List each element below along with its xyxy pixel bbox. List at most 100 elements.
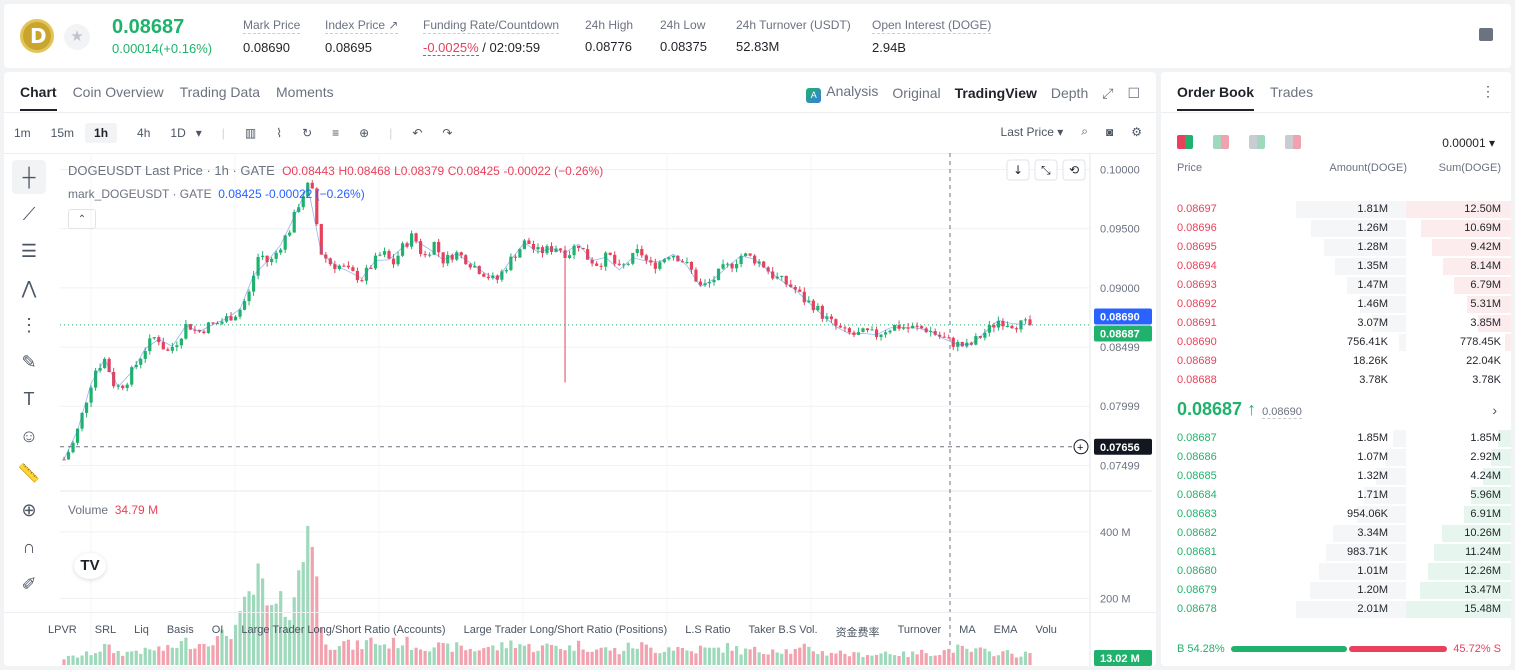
asks-only-icon[interactable] — [1285, 135, 1301, 149]
stat-label[interactable]: Mark Price — [243, 18, 301, 34]
view-tradingview[interactable]: TradingView — [954, 85, 1037, 101]
ask-row[interactable]: 0.08691 3.07M 3.85M — [1161, 314, 1511, 333]
more-options-icon[interactable]: ⋮ — [1481, 83, 1495, 99]
indicator-2[interactable]: Liq — [134, 624, 149, 636]
indicator-7[interactable]: L.S Ratio — [685, 624, 731, 636]
redo-icon[interactable]: ↷ — [442, 126, 453, 140]
fib-icon[interactable]: ⋮ — [20, 315, 38, 335]
replay-icon[interactable]: ↻ — [302, 126, 313, 140]
bids-only-icon[interactable] — [1249, 135, 1265, 149]
ask-row[interactable]: 0.08696 1.26M 10.69M — [1161, 219, 1511, 238]
settings-icon[interactable]: ⚙ — [1131, 124, 1142, 139]
text-icon[interactable]: T — [23, 389, 35, 409]
candle-body — [292, 211, 296, 233]
order-book-header: Price Amount(DOGE) Sum(DOGE) — [1177, 162, 1501, 174]
row-amount: 1.71M — [1357, 489, 1388, 501]
favorite-star-icon[interactable]: ★ — [64, 24, 90, 50]
bid-row[interactable]: 0.08680 1.01M 12.26M — [1161, 562, 1511, 581]
stat-label[interactable]: Funding Rate/Countdown — [423, 18, 560, 34]
bid-row[interactable]: 0.08681 983.71K 11.24M — [1161, 543, 1511, 562]
ruler-icon[interactable]: 📏 — [17, 463, 41, 483]
ask-row[interactable]: 0.08697 1.81M 12.50M — [1161, 200, 1511, 219]
bid-row[interactable]: 0.08685 1.32M 4.24M — [1161, 467, 1511, 486]
volume-bar — [103, 643, 107, 665]
view-original[interactable]: Original — [892, 85, 941, 101]
chevron-right-icon[interactable]: › — [1492, 402, 1497, 418]
indicator-11[interactable]: MA — [959, 624, 976, 636]
timeframe-1h[interactable]: 1h — [85, 123, 118, 143]
templates-icon[interactable]: ≡ — [332, 126, 340, 140]
indicator-13[interactable]: Volu — [1035, 624, 1057, 636]
view-depth[interactable]: Depth — [1050, 85, 1089, 101]
ask-row[interactable]: 0.08690 756.41K 778.45K — [1161, 333, 1511, 352]
ask-row[interactable]: 0.08694 1.35M 8.14M — [1161, 257, 1511, 276]
mode-icon-2[interactable] — [1213, 135, 1229, 149]
indicators-icon[interactable]: ⌇ — [276, 126, 283, 140]
alerts-icon[interactable]: ⊕ — [359, 126, 370, 140]
bid-row[interactable]: 0.08686 1.07M 2.92M — [1161, 448, 1511, 467]
search-icon[interactable]: ⌕ — [1081, 124, 1088, 138]
both-sides-icon[interactable] — [1177, 135, 1193, 149]
pattern-icon[interactable]: ⋀ — [21, 278, 37, 298]
timeframe-1d[interactable]: 1D — [170, 126, 186, 140]
ask-row[interactable]: 0.08692 1.46M 5.31M — [1161, 295, 1511, 314]
ask-row[interactable]: 0.08688 3.78K 3.78K — [1161, 371, 1511, 390]
ask-row[interactable]: 0.08689 18.26K 22.04K — [1161, 352, 1511, 371]
bid-row[interactable]: 0.08683 954.06K 6.91M — [1161, 505, 1511, 524]
stat-label[interactable]: Index Price ↗ — [325, 18, 399, 34]
tradingview-logo[interactable]: TV — [74, 553, 106, 579]
timeframe-4h[interactable]: 4h — [137, 126, 151, 140]
timeframe-15m[interactable]: 15m — [50, 126, 75, 140]
indicator-4[interactable]: OI — [211, 624, 224, 636]
indicator-5[interactable]: Large Trader Long/Short Ratio (Accounts) — [241, 624, 446, 636]
candle-body — [270, 258, 274, 263]
indicator-12[interactable]: EMA — [993, 624, 1018, 636]
price-type-select[interactable]: Last Price ▾ — [1000, 124, 1064, 139]
candle-type-icon[interactable]: ▥ — [244, 126, 257, 140]
crosshair-icon[interactable]: ┼ — [12, 160, 46, 194]
stat-label[interactable]: Open Interest (DOGE) — [872, 18, 992, 34]
indicator-8[interactable]: Taker B.S Vol. — [748, 624, 818, 636]
price-chart[interactable]: 0.10000 0.09500 0.09000 0.08499 0.07999 0.074… — [4, 153, 1156, 666]
bid-row[interactable]: 0.08684 1.71M 5.96M — [1161, 486, 1511, 505]
tab-order-book[interactable]: Order Book — [1177, 84, 1255, 111]
analysis-button[interactable]: A Analysis — [806, 83, 878, 103]
window-icon[interactable]: ☐ — [1127, 84, 1140, 101]
indicator-10[interactable]: Turnover — [897, 624, 942, 636]
precision-select[interactable]: 0.00001 ▾ — [1442, 136, 1495, 150]
indicator-1[interactable]: SRL — [94, 624, 117, 636]
indicator-9[interactable]: 资金费率 — [835, 627, 880, 639]
bid-row[interactable]: 0.08687 1.85M 1.85M — [1161, 429, 1511, 448]
notebook-icon[interactable] — [1479, 28, 1493, 41]
camera-icon[interactable]: ◙ — [1105, 124, 1114, 139]
expand-icon[interactable]: ⤢ — [1102, 84, 1114, 101]
horizontal-lines-icon[interactable]: ☰ — [20, 241, 38, 261]
tab-trading-data[interactable]: Trading Data — [179, 84, 261, 100]
indicator-6[interactable]: Large Trader Long/Short Ratio (Positions… — [463, 624, 668, 636]
trendline-icon[interactable]: ⟋ — [22, 204, 36, 224]
candle-body — [834, 319, 838, 326]
pencil-lock-icon[interactable]: ✐ — [21, 574, 37, 594]
collapse-legend-button[interactable]: ⌃ — [68, 209, 96, 229]
brush-icon[interactable]: ✎ — [21, 352, 37, 372]
row-amount: 1.81M — [1357, 203, 1388, 215]
bid-row[interactable]: 0.08679 1.20M 13.47M — [1161, 581, 1511, 600]
magnet-icon[interactable]: ∩ — [22, 537, 36, 557]
ask-row[interactable]: 0.08693 1.47M 6.79M — [1161, 276, 1511, 295]
candle-body — [247, 291, 251, 302]
timeframe-toolbar: 1m 15m 1h 4h 1D ▾ | ▥ ⌇ ↻ ≡ ⊕ | ↶ ↷ — [14, 122, 472, 144]
tab-coin-overview[interactable]: Coin Overview — [72, 84, 164, 100]
timeframe-1m[interactable]: 1m — [14, 126, 31, 140]
bid-row[interactable]: 0.08678 2.01M 15.48M — [1161, 600, 1511, 619]
emoji-icon[interactable]: ☺ — [19, 426, 39, 446]
indicator-3[interactable]: Basis — [166, 624, 194, 636]
ask-row[interactable]: 0.08695 1.28M 9.42M — [1161, 238, 1511, 257]
tab-moments[interactable]: Moments — [276, 84, 334, 100]
timeframe-dropdown-icon[interactable]: ▾ — [195, 126, 202, 140]
tab-trades[interactable]: Trades — [1270, 84, 1314, 100]
indicator-0[interactable]: LPVR — [48, 624, 77, 636]
zoom-icon[interactable]: ⊕ — [21, 500, 37, 520]
undo-icon[interactable]: ↶ — [412, 126, 423, 140]
bid-row[interactable]: 0.08682 3.34M 10.26M — [1161, 524, 1511, 543]
tab-chart[interactable]: Chart — [20, 84, 57, 111]
